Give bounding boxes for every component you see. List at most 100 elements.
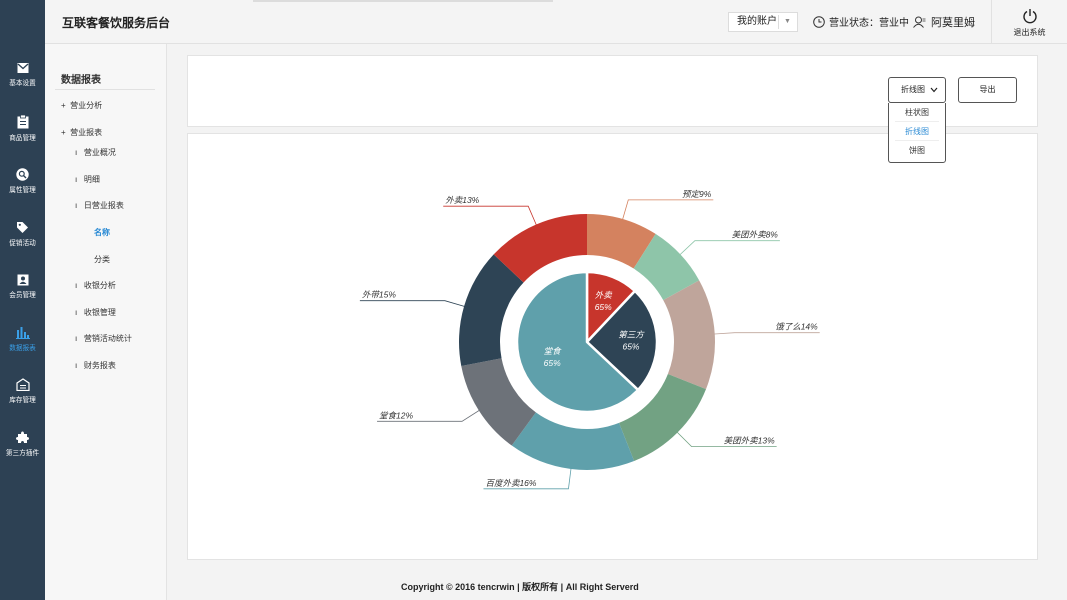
- bullet-icon: ı: [75, 334, 78, 343]
- user-profile[interactable]: 阿莫里姆: [913, 14, 975, 30]
- outer-slice-label: 外卖13%: [445, 195, 479, 205]
- account-label: 我的账户: [737, 16, 777, 27]
- copyright-footer: Copyright © 2016 tencrwin | 版权所有 | All R…: [401, 582, 639, 592]
- outer-ring-slice: [663, 280, 715, 390]
- subnav-item-business-reports[interactable]: + 营业报表: [61, 127, 102, 138]
- subnav-item-details[interactable]: ı 明细: [75, 174, 100, 185]
- outer-ring-slice: [633, 233, 700, 301]
- chart-type-option-pie[interactable]: 饼图: [909, 146, 925, 155]
- rail-item-basic-settings[interactable]: 基本设置: [0, 62, 45, 102]
- pie-chart: 预定9% 美团外卖8% 饿了么14% 美团外卖13% 百度外卖16% 堂食12% 外带15%…: [359, 189, 820, 490]
- inner-slice-value: 65%: [544, 358, 561, 368]
- subnav-divider: [55, 89, 155, 90]
- subnav-item-label: 营业概况: [83, 148, 116, 157]
- rail-item-promotions[interactable]: 促销活动: [0, 221, 45, 261]
- subnav-item-label: 日营业报表: [83, 201, 124, 210]
- outer-slice-label: 预定9%: [682, 189, 712, 199]
- bar-chart-icon: [15, 327, 30, 339]
- tag-icon: [17, 222, 28, 233]
- caret-down-icon: ▼: [784, 18, 791, 25]
- subnav-item-category[interactable]: 分类: [94, 255, 110, 264]
- inner-slice-label: 第三方: [618, 330, 645, 340]
- app-title: 互联客餐饮服务后台: [62, 16, 171, 30]
- rail-label: 库存管理: [9, 397, 36, 404]
- rail-label: 会员管理: [9, 292, 36, 299]
- bullet-icon: ı: [75, 201, 78, 210]
- bullet-icon: ı: [75, 308, 78, 317]
- left-icon-rail: 基本设置 商品管理 属性管理 促销活动 会员管理 数据报表 库存管理 第三方插件: [0, 0, 45, 600]
- subnav-item-cashier-analysis[interactable]: ı 收银分析: [75, 280, 116, 291]
- bullet-icon: ı: [75, 148, 78, 157]
- leader-line: [359, 300, 467, 308]
- user-icon: [913, 16, 926, 28]
- inner-pie-slice: [585, 289, 659, 392]
- account-divider: [778, 15, 779, 29]
- subnav-item-marketing-stats[interactable]: ı 营销活动统计: [75, 333, 132, 344]
- business-status: 营业状态：营业中: [813, 14, 909, 29]
- chart-type-option-bar[interactable]: 柱状图: [895, 103, 939, 122]
- outer-slice-label: 外带15%: [362, 290, 396, 300]
- expand-icon: +: [61, 128, 66, 137]
- leader-line: [621, 199, 714, 222]
- outer-slice-label: 百度外卖16%: [485, 478, 536, 488]
- rail-item-data-reports[interactable]: 数据报表: [0, 326, 45, 366]
- rail-item-product-management[interactable]: 商品管理: [0, 115, 45, 155]
- subnav-item-business-analysis[interactable]: + 营业分析: [61, 100, 102, 111]
- rail-item-third-party-plugins[interactable]: 第三方插件: [0, 431, 45, 471]
- rail-item-member-management[interactable]: 会员管理: [0, 274, 45, 314]
- rail-label: 数据报表: [9, 345, 36, 352]
- bullet-icon: ı: [75, 281, 78, 290]
- rail-label: 促销活动: [9, 240, 36, 247]
- clock-icon: [813, 15, 825, 28]
- export-button[interactable]: 导出: [958, 77, 1017, 103]
- rail-label: 基本设置: [9, 80, 36, 87]
- subnav-item-financial-reports[interactable]: ı 财务报表: [75, 360, 116, 371]
- warehouse-icon: [15, 378, 30, 391]
- mail-icon: [17, 63, 28, 73]
- account-dropdown[interactable]: 我的账户 ▼: [728, 12, 798, 32]
- chevron-down-icon: [930, 87, 938, 93]
- user-name: 阿莫里姆: [931, 17, 975, 29]
- subnav-item-business-overview[interactable]: ı 营业概况: [75, 147, 116, 158]
- subnav-heading: 数据报表: [61, 75, 101, 86]
- search-icon: [16, 168, 29, 181]
- report-subnav: 数据报表 + 营业分析 + 营业报表 ı 营业概况 ı 明细 ı 日营业报表 名…: [45, 44, 167, 600]
- rail-label: 属性管理: [9, 187, 36, 194]
- subnav-item-label: 收银管理: [83, 308, 116, 317]
- rail-label: 第三方插件: [5, 450, 40, 457]
- outer-ring-slice: [461, 358, 536, 446]
- chart-type-selected: 折线图: [901, 85, 925, 94]
- rail-item-inventory-management[interactable]: 库存管理: [0, 378, 45, 418]
- outer-ring-slice: [511, 412, 635, 470]
- status-text: 营业状态：营业中: [829, 18, 909, 29]
- subnav-item-daily-report[interactable]: ı 日营业报表: [75, 200, 124, 211]
- subnav-item-label: 明细: [83, 175, 100, 184]
- leader-line: [712, 332, 820, 335]
- subnav-item-label: 营业报表: [70, 128, 103, 137]
- chart-type-option-line[interactable]: 折线图: [895, 122, 939, 141]
- chart-type-select[interactable]: 折线图: [888, 77, 946, 103]
- subnav-item-label: 营业分析: [70, 101, 103, 110]
- subnav-item-name[interactable]: 名称: [94, 228, 110, 237]
- top-header: 互联客餐饮服务后台 我的账户 ▼ 营业状态：营业中 阿莫里姆 退出系统: [45, 0, 1067, 44]
- outer-slice-label: 饿了么14%: [775, 322, 818, 332]
- expand-icon: +: [61, 101, 66, 110]
- inner-slice-value: 65%: [595, 302, 612, 312]
- logout-label: 退出系统: [1013, 28, 1046, 37]
- leader-line: [483, 466, 572, 490]
- inner-pie-slice: [515, 270, 640, 414]
- outer-slice-label: 堂食12%: [379, 410, 413, 420]
- bullet-icon: ı: [75, 361, 78, 370]
- subnav-item-cashier-management[interactable]: ı 收银管理: [75, 307, 116, 318]
- member-card-icon: [17, 274, 28, 286]
- leader-line: [675, 430, 777, 448]
- rail-item-attribute-management[interactable]: 属性管理: [0, 168, 45, 208]
- inner-slice-label: 堂食: [544, 346, 563, 356]
- logout-button[interactable]: 退出系统: [991, 0, 1067, 44]
- subnav-item-label: 营销活动统计: [83, 334, 132, 343]
- leader-line: [443, 205, 538, 227]
- outer-ring-slice: [587, 214, 656, 269]
- inner-slice-label: 外卖: [595, 290, 614, 300]
- header-top-line: [253, 0, 553, 2]
- rail-label: 商品管理: [9, 135, 36, 142]
